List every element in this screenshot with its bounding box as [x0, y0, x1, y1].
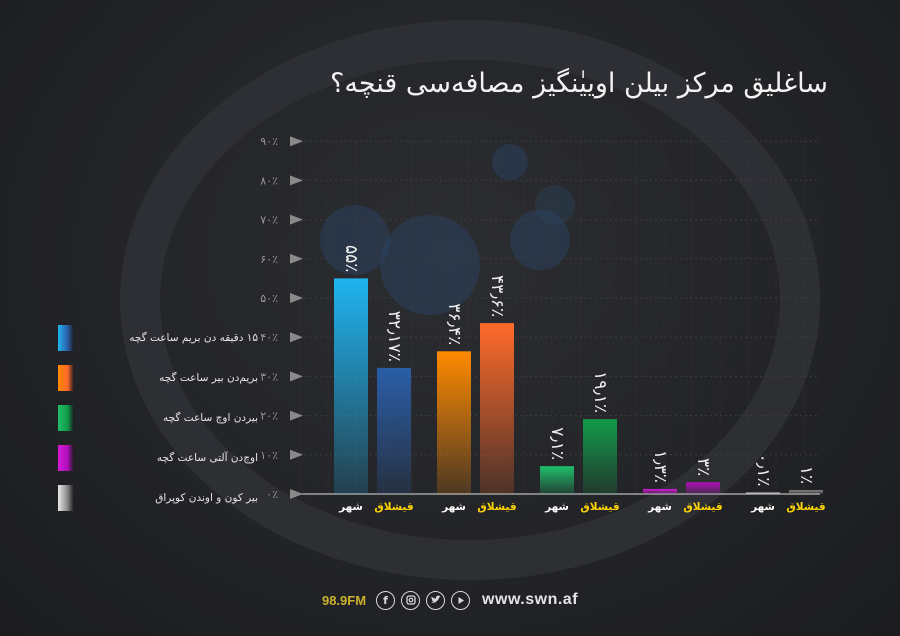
- legend-label: اوچ‌دن آلتی ساعت گچه: [156, 452, 258, 464]
- facebook-icon[interactable]: f: [376, 590, 396, 610]
- x-category-label: شهر: [647, 501, 672, 513]
- youtube-icon[interactable]: [451, 590, 471, 610]
- y-tick-marker: [290, 410, 303, 421]
- bar-value-label: ۵۵٪: [341, 245, 361, 272]
- y-tick-marker: [290, 293, 303, 303]
- legend-label: بیر کون و اوندن کوپراق: [155, 492, 258, 504]
- instagram-icon[interactable]: [401, 590, 421, 610]
- legend-item: اوچ‌دن آلتی ساعت گچه: [58, 445, 258, 471]
- x-category-label: قیشلاق: [374, 501, 413, 513]
- bar: [377, 367, 411, 494]
- bar-value-label: ۰٫۱٪: [753, 454, 773, 487]
- legend-label: ۱۵ دقیقه دن بریم ساعت گچه: [129, 332, 258, 344]
- x-category-label: شهر: [750, 501, 775, 513]
- y-tick-marker: [290, 371, 303, 382]
- bar-value-label: ۱٪: [796, 466, 816, 484]
- y-tick-marker: [290, 175, 303, 186]
- y-tick-marker: [290, 449, 303, 460]
- y-tick-label: ۰٪: [266, 488, 278, 501]
- y-tick-label: ۳۰٪: [260, 370, 278, 383]
- y-tick-marker: [290, 136, 303, 147]
- bar-value-label: ۳۶٫۴٪: [444, 303, 464, 345]
- bar-value-label: ۳٪: [693, 458, 713, 476]
- y-tick-label: ۶۰٪: [260, 253, 278, 266]
- x-category-label: قیشلاق: [477, 501, 516, 513]
- footer: 98.9FM f www.swn.af: [0, 588, 900, 612]
- bar: [789, 490, 823, 494]
- y-tick-label: ۴۰٪: [260, 331, 278, 344]
- bar: [583, 419, 617, 494]
- bar: [746, 492, 780, 494]
- legend-item: بیردن اوچ ساعت گچه: [58, 405, 258, 431]
- y-tick-label: ۱۰٪: [260, 449, 278, 462]
- y-tick-label: ۲۰٪: [260, 410, 278, 423]
- radio-frequency: 98.9FM: [321, 592, 367, 608]
- y-tick-label: ۸۰٪: [260, 174, 278, 187]
- y-tick-marker: [290, 489, 303, 499]
- x-category-label: شهر: [544, 501, 569, 513]
- legend-swatch: [58, 405, 74, 431]
- bar: [334, 278, 368, 494]
- legend-item: ۱۵ دقیقه دن بریم ساعت گچه: [58, 325, 258, 351]
- bar-value-label: ۱٫۳٪: [650, 450, 670, 483]
- y-tick-label: ۵۰٪: [260, 292, 278, 305]
- y-tick-marker: [290, 332, 303, 343]
- x-category-label: قیشلاق: [580, 501, 619, 513]
- website-link[interactable]: www.swn.af: [482, 591, 579, 608]
- bar: [540, 466, 574, 494]
- twitter-icon[interactable]: [426, 590, 446, 610]
- x-category-label: شهر: [441, 501, 466, 513]
- bar-value-label: ۴۳٫۶٪: [487, 275, 507, 317]
- bar-value-label: ۳۲٫۱۷٪: [384, 311, 404, 362]
- legend-swatch: [58, 325, 74, 351]
- legend-item: بیر کون و اوندن کوپراق: [58, 485, 258, 511]
- y-tick-marker: [290, 253, 303, 264]
- y-tick-label: ۹۰٪: [260, 135, 278, 148]
- legend-label: بریم‌دن بیر ساعت گچه: [159, 372, 258, 384]
- legend-label: بیردن اوچ ساعت گچه: [162, 412, 258, 424]
- chart-legend: ۱۵ دقیقه دن بریم ساعت گچه بریم‌دن بیر ساع…: [58, 325, 258, 525]
- bar: [686, 482, 720, 494]
- bar: [437, 351, 471, 494]
- bar-value-label: ۷٫۱٪: [547, 427, 567, 460]
- bar-value-label: ۱۹٫۱٪: [590, 371, 610, 413]
- legend-item: بریم‌دن بیر ساعت گچه: [58, 365, 258, 391]
- bar: [480, 323, 514, 494]
- x-category-label: قیشلاق: [786, 501, 825, 513]
- legend-swatch: [58, 365, 74, 391]
- x-category-label: شهر: [338, 501, 363, 513]
- y-tick-marker: [290, 214, 303, 225]
- x-category-label: قیشلاق: [683, 501, 722, 513]
- legend-swatch: [58, 485, 74, 511]
- y-tick-label: ۷۰٪: [260, 214, 278, 227]
- chart-title: ساغلیق مرکز بیلن اوییٰنگیز مصافه‌سی قنچه…: [330, 68, 828, 99]
- legend-swatch: [58, 445, 74, 471]
- bar: [643, 488, 677, 494]
